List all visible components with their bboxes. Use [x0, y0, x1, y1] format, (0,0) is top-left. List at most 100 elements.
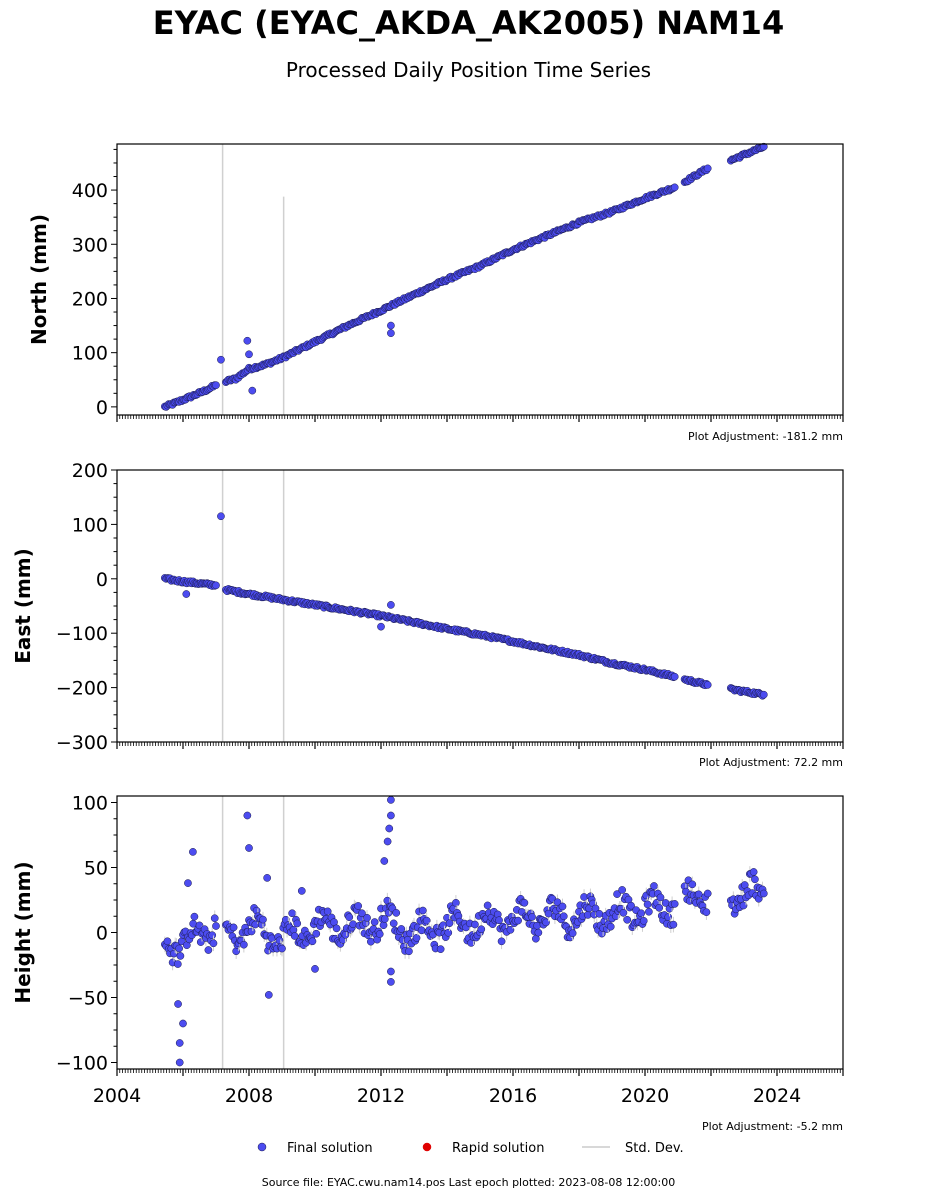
y-tick-label: −100 [56, 1053, 108, 1075]
final-solution-point [379, 921, 388, 930]
legend-item-label: Final solution [287, 1141, 373, 1156]
final-solution-point [383, 837, 392, 846]
legend-marker-0 [257, 1142, 267, 1152]
final-solution-point [377, 622, 385, 631]
final-solution-point [606, 922, 615, 931]
final-solution-point [623, 915, 632, 924]
legend-marker-1 [422, 1142, 432, 1152]
final-solution-point [412, 934, 421, 942]
final-solution-point [650, 882, 658, 890]
y-tick-label: 200 [72, 460, 108, 482]
y-axis-label: North (mm) [27, 214, 51, 345]
final-solution-point [477, 925, 486, 934]
x-tick-label: 2004 [93, 1085, 141, 1107]
y-tick-label: 0 [96, 569, 108, 591]
final-solution-point [248, 386, 257, 395]
y-tick-label: 100 [72, 514, 108, 536]
final-solution-point [520, 898, 529, 907]
final-solution-point [297, 887, 306, 895]
y-tick-label: −200 [56, 678, 108, 700]
final-solution-point [190, 912, 199, 921]
final-solution-point [397, 925, 406, 933]
final-solution-point [370, 918, 379, 926]
final-solution-point [703, 681, 712, 689]
y-tick-label: 400 [72, 180, 108, 202]
final-solution-point [385, 824, 394, 833]
final-solution-point [308, 937, 317, 946]
y-tick-label: 0 [96, 397, 108, 419]
final-solution-point [293, 919, 302, 928]
y-tick-label: 300 [72, 234, 108, 256]
final-solution-point [619, 908, 628, 917]
final-solution-point [366, 937, 375, 946]
plot-frame [116, 469, 844, 743]
final-solution-point [417, 926, 426, 935]
final-solution-point [375, 930, 384, 938]
final-solution-point [312, 929, 321, 938]
final-solution-point [471, 920, 479, 929]
y-tick-label: −300 [56, 732, 108, 754]
x-tick-label: 2012 [357, 1085, 405, 1107]
final-solution-point [288, 909, 297, 918]
chart-subtitle: Processed Daily Position Time Series [285, 58, 652, 82]
y-axis-label: East (mm) [11, 548, 35, 664]
final-solution-point [656, 893, 665, 902]
final-solution-point [182, 590, 191, 598]
final-solution-point [212, 381, 220, 390]
final-solution-point [354, 902, 363, 910]
final-solution-point [229, 923, 238, 932]
final-solution-point [387, 329, 395, 338]
final-solution-point [175, 1058, 184, 1067]
final-solution-point [163, 937, 172, 946]
plot-frame [116, 143, 844, 416]
final-solution-point [267, 934, 276, 943]
final-solution-point [627, 901, 635, 910]
final-solution-point [444, 928, 453, 937]
final-solution-point [639, 917, 648, 925]
final-solution-point [694, 890, 703, 899]
final-solution-point [422, 916, 431, 925]
final-solution-point [263, 874, 271, 882]
final-solution-point [595, 909, 604, 918]
final-solution-point [380, 915, 389, 923]
final-solution-point [189, 848, 197, 856]
final-solution-point [506, 925, 515, 934]
final-solution-point [670, 900, 679, 908]
x-tick-label: 2016 [489, 1085, 537, 1107]
final-solution-point [217, 355, 225, 364]
final-solution-point [175, 944, 183, 953]
final-solution-point [243, 336, 252, 345]
final-solution-point [445, 919, 454, 928]
final-solution-point [245, 350, 253, 359]
final-solution-point [670, 183, 679, 192]
final-solution-point [702, 908, 711, 917]
final-solution-point [703, 889, 712, 898]
final-solution-point [278, 944, 286, 953]
final-solution-point [534, 928, 543, 937]
chart-title: EYAC (EYAC_AKDA_AK2005) NAM14 [152, 4, 785, 42]
final-solution-point [243, 811, 252, 820]
final-solution-point [613, 890, 621, 898]
final-solution-point [387, 601, 395, 609]
final-solution-point [591, 904, 600, 913]
y-tick-label: 50 [84, 858, 108, 880]
source-footer: Source file: EYAC.cwu.nam14.pos Last epo… [261, 1176, 676, 1189]
final-solution-point [645, 907, 653, 916]
final-solution-point [664, 913, 673, 921]
final-solution-point [173, 960, 182, 968]
final-solution-point [655, 903, 664, 912]
final-solution-point [387, 811, 395, 820]
final-solution-point [184, 879, 192, 887]
final-solution-point [264, 991, 273, 999]
final-solution-point [405, 947, 413, 956]
final-solution-point [759, 889, 768, 898]
final-solution-point [392, 909, 401, 917]
legend-item-label: Rapid solution [452, 1141, 544, 1156]
final-solution-point [387, 967, 395, 976]
final-solution-point [387, 796, 395, 804]
final-solution-point [558, 902, 567, 911]
final-solution-point [290, 932, 299, 940]
x-tick-label: 2020 [621, 1085, 669, 1107]
final-solution-point [245, 844, 253, 852]
final-solution-point [176, 952, 185, 960]
